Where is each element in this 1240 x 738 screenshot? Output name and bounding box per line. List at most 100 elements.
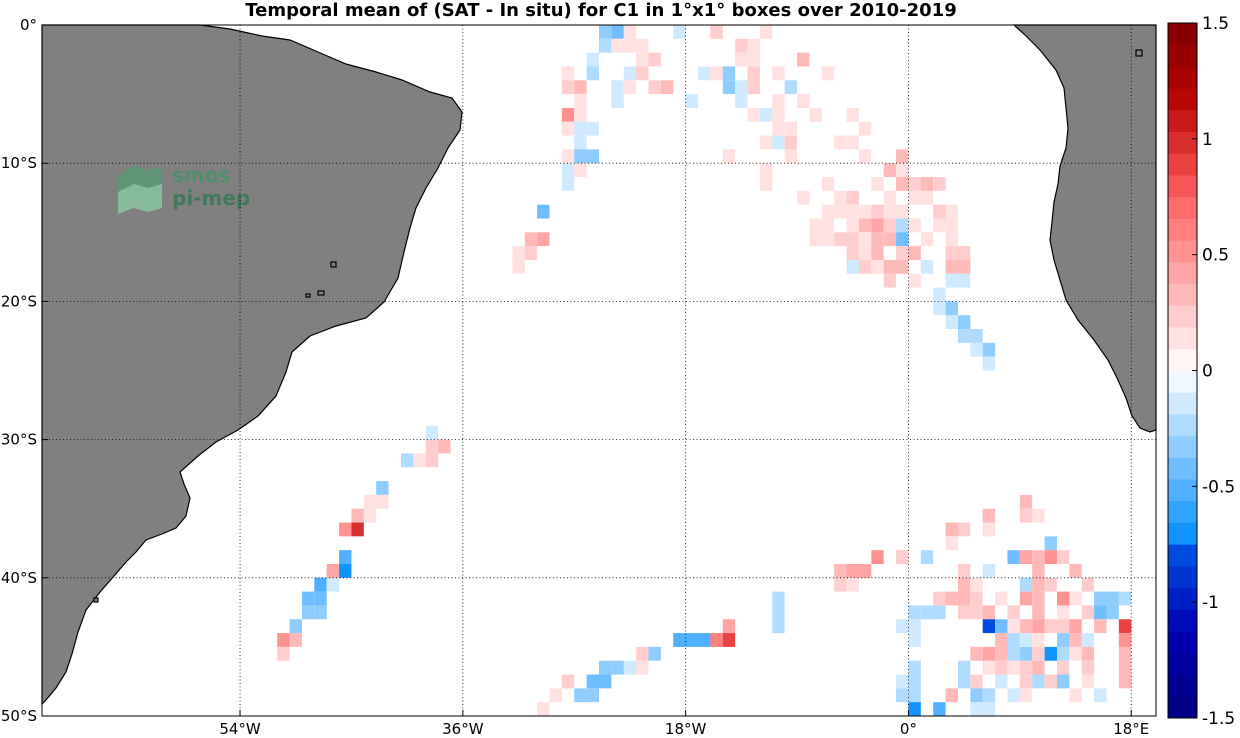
data-cell: [871, 246, 884, 260]
data-cell: [599, 38, 612, 53]
data-cell: [747, 80, 760, 95]
data-cell: [920, 259, 934, 274]
data-cell: [1044, 646, 1057, 661]
colorbar-segment: [1168, 631, 1197, 654]
lon-tick-label: 18°E: [1113, 720, 1149, 738]
data-cell: [574, 163, 587, 178]
data-cell: [722, 619, 736, 634]
data-cell: [784, 149, 798, 164]
data-cell: [425, 425, 439, 440]
data-cell: [735, 38, 748, 53]
data-cell: [1056, 633, 1070, 647]
longitude-ticks: 54°W 36°W 18°W 0° 18°E: [219, 710, 1149, 738]
data-cell: [363, 494, 377, 509]
data-cell: [1044, 619, 1057, 634]
colorbar-ticks: 1.5 1 0.5 0 -0.5 -1 -1.5: [1192, 14, 1235, 729]
data-cell: [1019, 674, 1033, 689]
data-cell: [1081, 674, 1095, 689]
data-cell: [834, 204, 847, 219]
data-cell: [561, 177, 575, 191]
graticule: [42, 25, 1156, 716]
data-cell: [1081, 577, 1095, 592]
colorbar-segment: [1168, 370, 1197, 393]
data-cell: [821, 204, 835, 219]
data-cell: [425, 453, 439, 468]
data-cell: [1118, 633, 1132, 647]
data-cell: [1032, 646, 1045, 661]
data-cell: [821, 66, 835, 81]
data-cell: [1081, 633, 1095, 647]
data-cell: [351, 522, 364, 537]
colorbar-segment: [1168, 413, 1197, 437]
data-cell: [970, 329, 983, 343]
data-cell: [561, 121, 575, 136]
colorbar-segment: [1168, 327, 1197, 350]
data-cell: [524, 232, 538, 247]
data-cell: [846, 246, 859, 260]
data-cell: [957, 577, 971, 592]
data-cell: [797, 52, 810, 67]
colorbar-segment: [1168, 88, 1197, 111]
data-cell: [933, 204, 946, 219]
data-cell: [933, 301, 946, 316]
data-cell: [982, 688, 996, 703]
data-cell: [858, 246, 872, 260]
data-cell: [599, 674, 612, 689]
data-cell: [945, 688, 958, 703]
data-cell: [1069, 563, 1082, 578]
data-cell: [834, 135, 847, 150]
colorbar-tick-label: -1: [1202, 593, 1219, 613]
lon-tick-label: 18°W: [665, 720, 707, 738]
data-cell: [908, 246, 921, 260]
data-cell: [883, 273, 897, 288]
data-cell: [623, 66, 637, 81]
data-cell: [1007, 633, 1020, 647]
data-cell: [561, 107, 575, 122]
data-cell: [834, 232, 847, 247]
data-cell: [846, 232, 859, 247]
data-cell: [1044, 577, 1057, 592]
data-cell: [772, 107, 785, 122]
data-cell: [623, 38, 637, 53]
data-cell: [995, 619, 1008, 634]
data-cell: [784, 80, 798, 95]
colorbar-segment: [1168, 348, 1197, 371]
data-cell: [772, 619, 785, 634]
data-cell: [1056, 660, 1070, 675]
colorbar-segment: [1168, 23, 1197, 46]
data-cell: [945, 218, 958, 233]
data-cell: [896, 232, 909, 247]
data-cell: [809, 107, 822, 122]
data-cell: [846, 190, 859, 205]
data-cell: [524, 246, 538, 260]
data-cell: [821, 218, 835, 233]
data-cell: [537, 204, 550, 219]
data-cell: [883, 259, 897, 274]
data-cell: [611, 94, 624, 108]
data-cell: [1094, 688, 1107, 703]
data-cell: [1069, 633, 1082, 647]
lat-tick-label: 30°S: [1, 431, 37, 449]
data-cell: [846, 135, 859, 150]
data-cell: [1106, 605, 1119, 620]
data-cell: [314, 591, 327, 606]
data-cell: [1032, 605, 1045, 620]
data-cell: [834, 577, 847, 592]
data-cell: [759, 163, 773, 178]
data-cell: [1032, 619, 1045, 634]
data-cell: [1118, 674, 1132, 689]
data-cell: [1019, 577, 1033, 592]
data-cell: [735, 80, 748, 95]
lat-tick-label: 10°S: [1, 154, 37, 172]
colorbar-segment: [1168, 565, 1197, 589]
data-cell: [1118, 619, 1132, 634]
colorbar-segment: [1168, 109, 1197, 132]
data-cell: [945, 232, 958, 247]
data-cell: [561, 674, 575, 689]
data-cell: [858, 149, 872, 164]
data-cell: [995, 660, 1008, 675]
data-cell: [574, 94, 587, 108]
data-cell: [1032, 508, 1045, 523]
map-area: smos pi-mep: [41, 24, 1157, 717]
data-cell: [809, 218, 822, 233]
